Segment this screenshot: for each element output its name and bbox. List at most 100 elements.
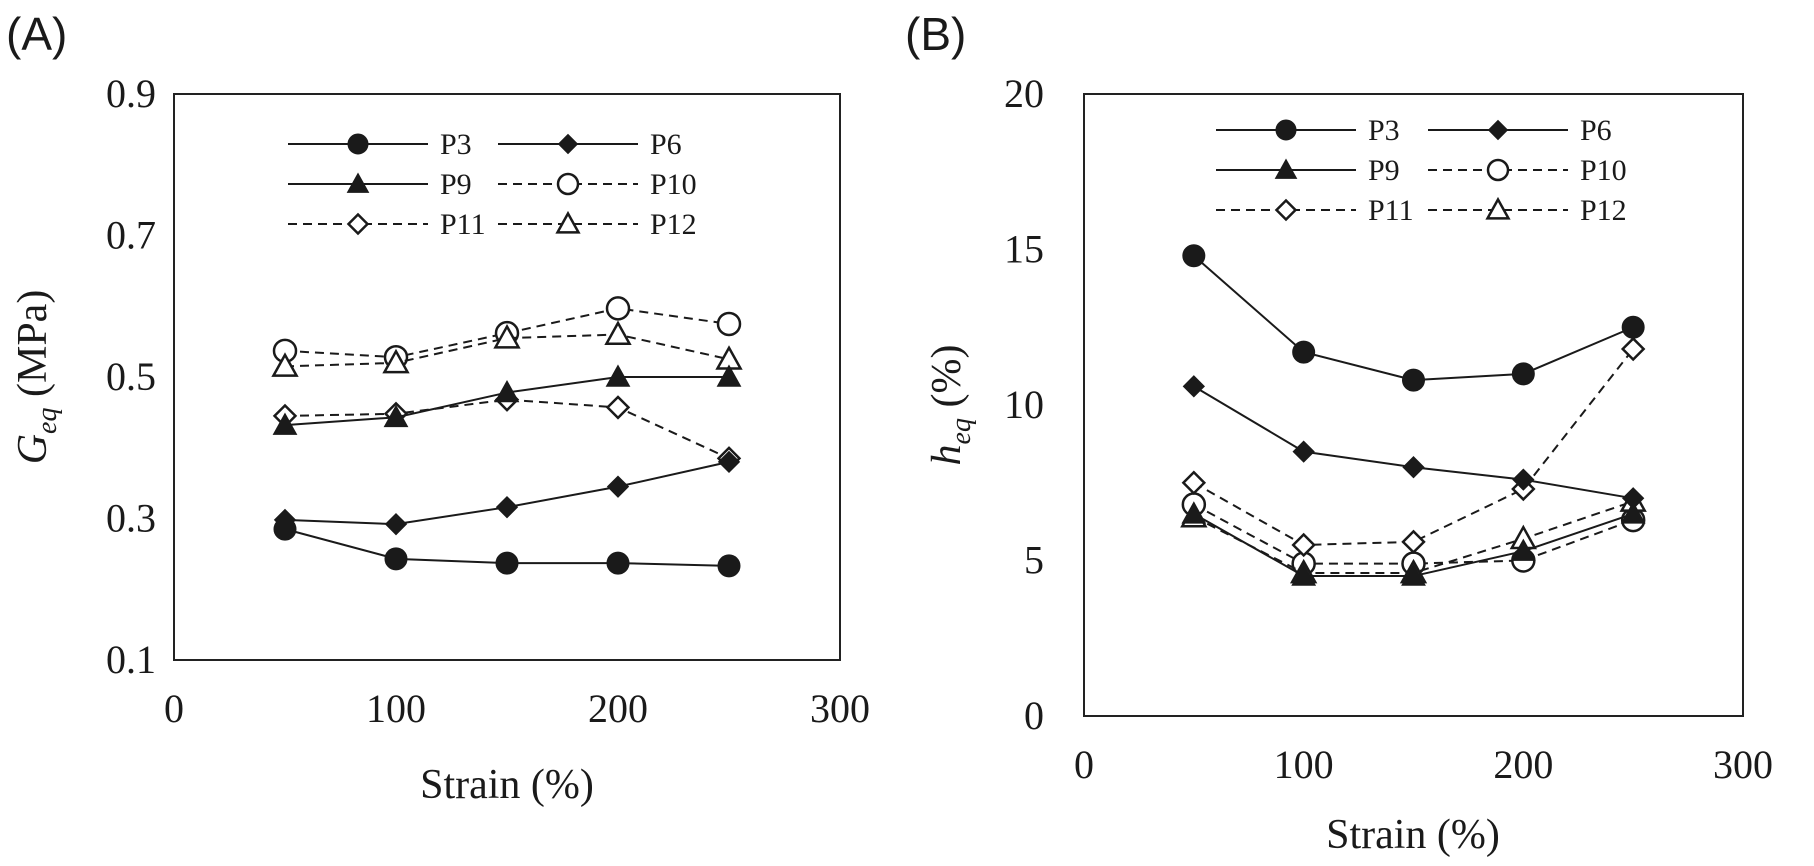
data-point bbox=[605, 364, 631, 387]
data-point bbox=[1512, 468, 1535, 491]
data-point bbox=[606, 475, 630, 498]
data-point bbox=[1511, 362, 1535, 386]
y-tick-labels: 0 5 10 15 20 bbox=[1004, 71, 1044, 738]
y-tick-label: 5 bbox=[1024, 538, 1044, 583]
data-point bbox=[717, 554, 741, 578]
legend-label: P12 bbox=[1580, 194, 1627, 227]
data-point bbox=[493, 323, 521, 349]
data-point bbox=[384, 547, 408, 571]
data-point bbox=[1291, 532, 1316, 558]
legend-label: P3 bbox=[1368, 114, 1400, 147]
data-point bbox=[383, 404, 409, 428]
data-point bbox=[382, 348, 410, 374]
legend-item-p3: P3 bbox=[288, 128, 472, 161]
legend-item-p12: P12 bbox=[498, 208, 697, 241]
y-tick-label: 10 bbox=[1004, 382, 1044, 427]
x-tick-label: 0 bbox=[1074, 742, 1094, 787]
legend-item-p11: P11 bbox=[288, 208, 486, 241]
panel-label: (A) bbox=[6, 8, 67, 60]
data-point bbox=[1401, 563, 1426, 586]
data-point bbox=[1181, 501, 1207, 524]
legend-item-p9: P9 bbox=[1216, 154, 1400, 187]
legend-marker bbox=[347, 133, 369, 155]
y-tick-label: 0.1 bbox=[106, 637, 156, 682]
data-point bbox=[1621, 315, 1645, 339]
legend-item-p12: P12 bbox=[1428, 194, 1627, 227]
y-axis-title: Geq (MPa) bbox=[10, 290, 63, 465]
legend-label: P9 bbox=[440, 168, 472, 201]
data-point bbox=[1292, 440, 1315, 463]
y-tick-label: 0.9 bbox=[106, 71, 156, 116]
y-axis-unit: (MPa) bbox=[10, 290, 56, 397]
legend-marker bbox=[1274, 198, 1298, 222]
y-axis-subscript: eq bbox=[946, 418, 977, 444]
data-point bbox=[271, 352, 299, 377]
legend-marker bbox=[1485, 196, 1511, 220]
legend-marker bbox=[1486, 158, 1510, 182]
data-point bbox=[716, 311, 742, 337]
data-point bbox=[494, 379, 520, 403]
x-tick-label: 300 bbox=[810, 686, 870, 731]
series-p6 bbox=[273, 450, 741, 536]
legend-label: P9 bbox=[1368, 154, 1400, 187]
series-p3 bbox=[273, 517, 741, 578]
plot-frame bbox=[1083, 93, 1744, 717]
x-tick-label: 100 bbox=[366, 686, 426, 731]
data-point bbox=[716, 364, 742, 387]
data-point bbox=[1182, 244, 1206, 268]
data-point bbox=[605, 395, 631, 420]
legend-label: P12 bbox=[650, 208, 697, 241]
series-p3 bbox=[1182, 244, 1645, 392]
legend-item-p10: P10 bbox=[1428, 154, 1627, 187]
legend-marker bbox=[1274, 158, 1298, 179]
legend-item-p11: P11 bbox=[1216, 194, 1414, 227]
x-tick-label: 100 bbox=[1274, 742, 1334, 787]
series-layer bbox=[1180, 244, 1647, 586]
x-tick-label: 0 bbox=[164, 686, 184, 731]
data-point bbox=[495, 496, 519, 519]
x-tick-label: 200 bbox=[1493, 742, 1553, 787]
data-point bbox=[1292, 340, 1316, 364]
series-layer bbox=[271, 296, 743, 578]
data-point bbox=[1620, 501, 1646, 524]
data-point bbox=[273, 508, 297, 532]
series-p9 bbox=[1181, 501, 1646, 586]
series-p12 bbox=[271, 320, 743, 377]
y-axis-title: heq (%) bbox=[924, 345, 977, 466]
legend-marker bbox=[346, 172, 370, 193]
data-point bbox=[1510, 538, 1536, 561]
data-point bbox=[1182, 375, 1205, 398]
legend-item-p3: P3 bbox=[1216, 114, 1400, 147]
legend-label: P6 bbox=[650, 128, 682, 161]
legend-label: P11 bbox=[440, 208, 486, 241]
x-axis-title: Strain (%) bbox=[420, 762, 594, 808]
legend-label: P3 bbox=[440, 128, 472, 161]
y-axis-space bbox=[10, 397, 56, 408]
chart-panel-b: (B) Strain (%) heq (%) 0 100 200 300 0 5 10 15… bbox=[905, 8, 1773, 858]
legend-item-p6: P6 bbox=[498, 128, 682, 161]
data-point bbox=[606, 551, 630, 575]
x-tick-labels: 0 100 200 300 bbox=[1074, 742, 1773, 787]
legend-label: P10 bbox=[1580, 154, 1627, 187]
data-point bbox=[1402, 456, 1425, 479]
legend-label: P6 bbox=[1580, 114, 1612, 147]
y-axis-unit: (%) bbox=[924, 345, 970, 408]
data-point bbox=[1620, 336, 1646, 362]
legend-marker bbox=[555, 210, 581, 234]
data-point bbox=[605, 296, 631, 321]
series-line bbox=[284, 307, 730, 359]
legend-label: P10 bbox=[650, 168, 697, 201]
y-tick-label: 20 bbox=[1004, 71, 1044, 116]
y-axis-subscript: eq bbox=[32, 408, 63, 434]
data-point bbox=[717, 450, 741, 474]
data-point bbox=[1401, 529, 1426, 555]
data-point bbox=[1402, 368, 1425, 392]
legend-marker bbox=[1275, 119, 1297, 141]
legend-marker bbox=[557, 133, 579, 155]
y-tick-label: 0.3 bbox=[106, 496, 156, 541]
y-tick-label: 0 bbox=[1024, 693, 1044, 738]
y-tick-label: 15 bbox=[1004, 227, 1044, 272]
x-tick-label: 200 bbox=[588, 686, 648, 731]
x-tick-labels: 0 100 200 300 bbox=[164, 686, 870, 731]
data-point bbox=[1291, 563, 1317, 586]
